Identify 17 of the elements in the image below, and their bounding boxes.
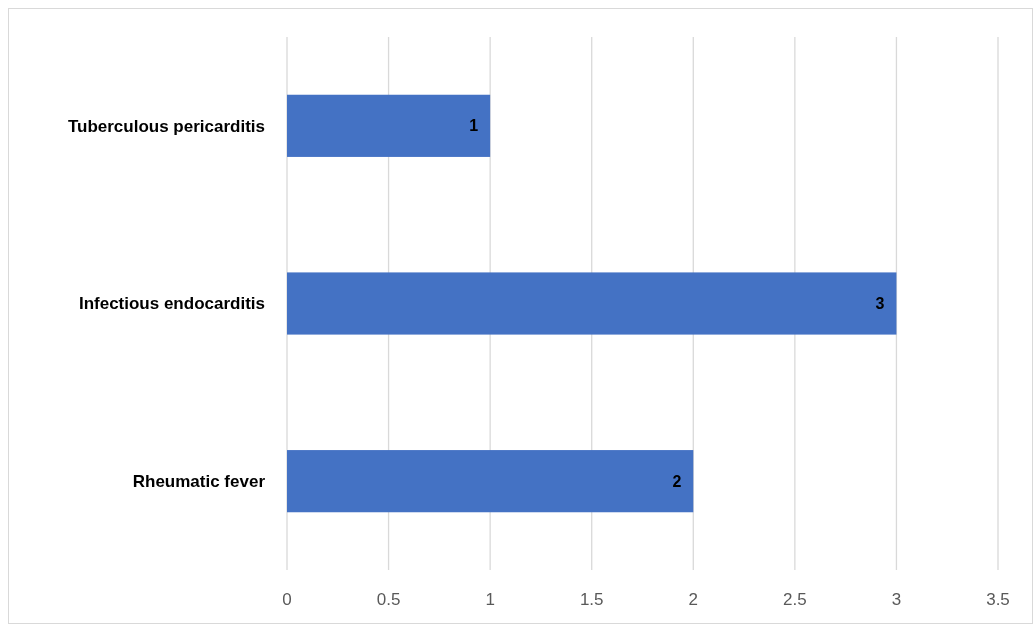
x-tick-label: 0 xyxy=(282,590,292,609)
y-tick-label: Infectious endocarditis xyxy=(78,294,265,314)
y-tick-label: Tuberculous pericarditis xyxy=(67,116,265,136)
x-tick-label: 0.5 xyxy=(376,590,401,609)
data-label: 2 xyxy=(672,472,682,490)
data-label: 1 xyxy=(469,117,479,135)
bar xyxy=(287,450,694,513)
bar xyxy=(287,94,491,157)
x-tick-label: 1 xyxy=(485,590,495,609)
bar xyxy=(287,272,897,335)
x-tick-label: 2.5 xyxy=(783,590,807,609)
y-tick-label: Rheumatic fever xyxy=(132,472,266,492)
x-tick-label: 3 xyxy=(891,590,902,609)
data-label: 3 xyxy=(875,295,885,313)
x-tick-label: 3.5 xyxy=(986,590,1010,609)
x-tick-label: 2 xyxy=(688,590,699,609)
x-tick-label: 1.5 xyxy=(579,590,604,609)
